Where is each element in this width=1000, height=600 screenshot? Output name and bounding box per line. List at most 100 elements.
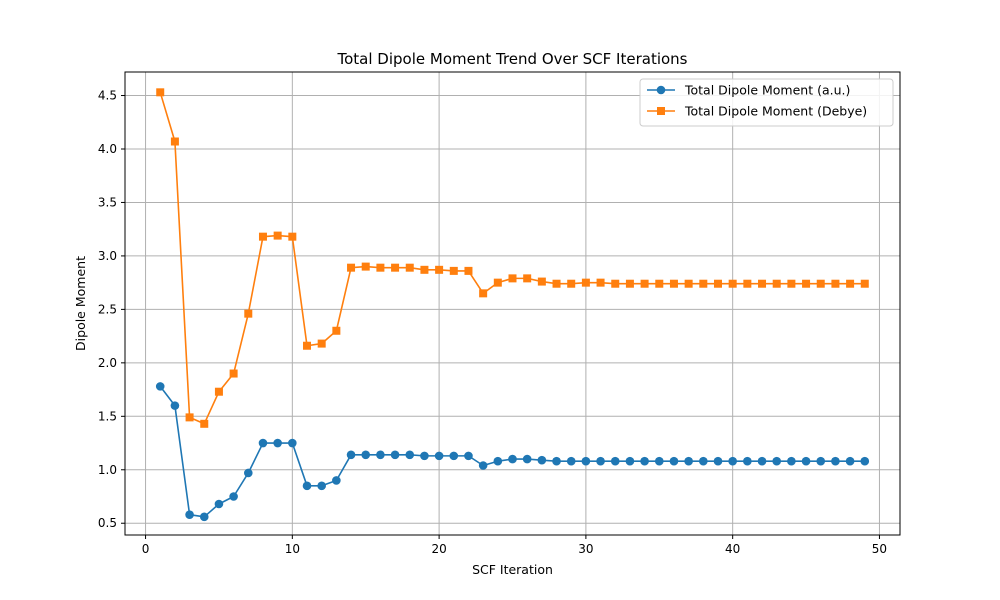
data-point [317,339,326,348]
data-point [684,279,693,288]
y-tick-label: 4.5 [98,89,117,103]
data-point [523,274,532,283]
data-point [288,232,297,241]
data-point [258,232,267,241]
data-point [743,279,752,288]
data-point [258,438,268,448]
data-point [493,278,502,287]
data-point [155,382,165,391]
data-point [493,456,503,466]
data-point [332,476,341,485]
data-point [772,279,781,288]
data-point [479,289,488,298]
data-point [214,499,224,509]
y-tick-label: 1.0 [98,463,117,477]
data-point [420,451,429,461]
y-tick-label: 3.5 [98,195,117,209]
x-tick-label: 30 [578,542,593,556]
data-point [156,88,165,97]
data-point [435,265,444,274]
x-tick-label: 40 [725,542,740,556]
y-tick-label: 3.0 [98,249,117,263]
data-point [684,456,693,466]
legend-box [639,78,894,127]
data-point [699,456,708,466]
data-point [508,454,517,464]
data-point [860,279,869,288]
data-point [185,510,194,519]
data-point [199,512,209,522]
data-point [243,468,253,478]
series-1 [155,382,870,522]
data-point [596,278,605,287]
data-point [846,279,855,288]
y-axis-label: Dipole Moment [73,256,88,351]
legend-item: Total Dipole Moment (Debye) [647,104,867,119]
data-point [581,278,590,287]
ticks: 0 10 20 30 40 50 0.5 1.0 1.5 2.0 2.5 3.0 3.5 4.0 4.5 [98,89,887,556]
data-point [713,456,723,466]
data-point [566,456,576,466]
data-point [552,279,561,288]
legend-item: Total Dipole Moment (a.u.) [647,83,850,98]
x-tick-label: 20 [431,542,446,556]
data-point [449,266,458,275]
data-point [757,456,767,466]
data-point [273,438,282,448]
data-point [464,266,473,275]
legend-label: Total Dipole Moment (Debye) [684,104,867,119]
data-point [302,481,312,491]
legend-marker [656,85,666,95]
data-point [860,456,870,466]
y-tick-label: 4.0 [98,142,117,156]
data-point [303,341,312,350]
data-point [170,401,180,410]
data-point [273,231,282,240]
data-point [478,461,488,470]
data-point [625,279,634,288]
data-point [743,456,752,466]
plot-frame [124,71,901,536]
data-point [434,451,444,461]
data-point [654,456,664,466]
data-point [449,451,459,461]
data-point [845,456,855,466]
data-point [610,456,620,466]
data-point [244,309,253,318]
data-point [376,263,385,272]
data-point [346,450,356,460]
y-tick-label: 0.5 [98,516,117,530]
x-axis-label: SCF Iteration [472,562,553,577]
data-point [288,438,297,448]
chart-title: Total Dipole Moment Trend Over SCF Itera… [337,50,688,68]
data-point [552,456,561,466]
data-point [567,279,576,288]
data-point [200,419,209,428]
data-point [332,326,341,335]
x-tick-label: 50 [872,542,887,556]
data-point [464,451,473,461]
data-point [787,456,796,466]
data-point [376,450,385,460]
data-point [787,279,796,288]
data-point [229,369,238,378]
y-tick-label: 2.5 [98,302,117,316]
data-point [655,279,664,288]
data-point [611,279,620,288]
data-point [347,263,356,272]
data-point [361,450,371,460]
data-point [640,456,649,466]
legend-label: Total Dipole Moment (a.u.) [684,83,850,98]
data-point [390,450,400,460]
data-point [699,279,708,288]
data-point [537,455,547,465]
data-point [816,456,826,466]
x-tick-label: 10 [285,542,300,556]
data-point [361,262,370,271]
data-point [391,263,400,272]
data-point [728,279,737,288]
data-point [185,413,194,422]
data-point [317,481,326,491]
data-point [831,456,840,466]
